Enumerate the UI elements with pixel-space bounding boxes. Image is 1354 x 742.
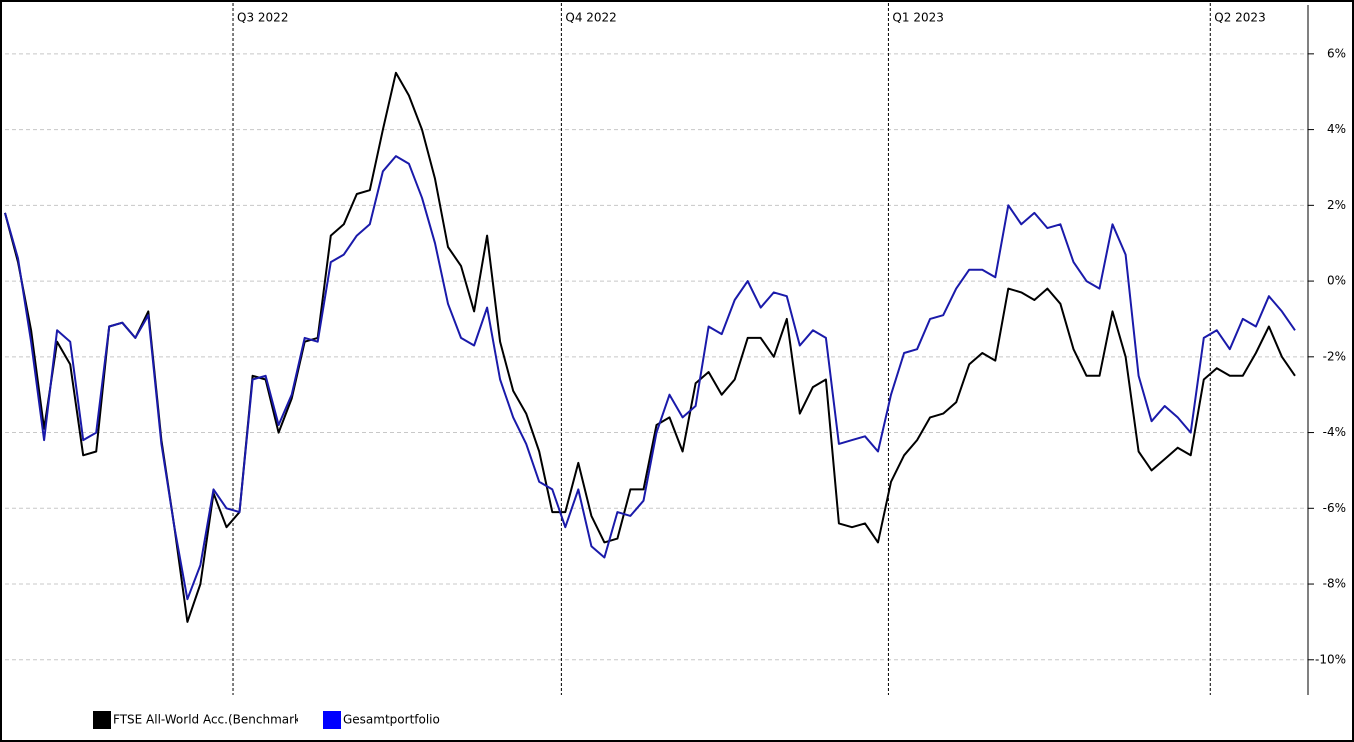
x-tick-label: Q2 2023 (1214, 11, 1265, 25)
legend-label: Gesamtportfolio (343, 713, 440, 727)
y-tick-label: -10% (1315, 652, 1346, 666)
y-tick-label: -2% (1323, 349, 1346, 363)
y-tick-label: 4% (1327, 122, 1346, 136)
x-tick-label: Q1 2023 (892, 11, 943, 25)
y-tick-label: -8% (1323, 577, 1346, 591)
legend-label: FTSE All-World Acc.(Benchmark) (113, 713, 306, 727)
x-tick-label: Q3 2022 (237, 11, 288, 25)
x-tick-label: Q4 2022 (565, 11, 616, 25)
legend-swatch (93, 711, 111, 729)
series-line (4, 155, 1296, 601)
legend-swatch (323, 711, 341, 729)
y-tick-label: 6% (1327, 46, 1346, 60)
y-tick-label: 0% (1327, 274, 1346, 288)
y-tick-label: 2% (1327, 198, 1346, 212)
series-line (4, 71, 1296, 623)
y-tick-label: -6% (1323, 501, 1346, 515)
y-tick-label: -4% (1323, 425, 1346, 439)
